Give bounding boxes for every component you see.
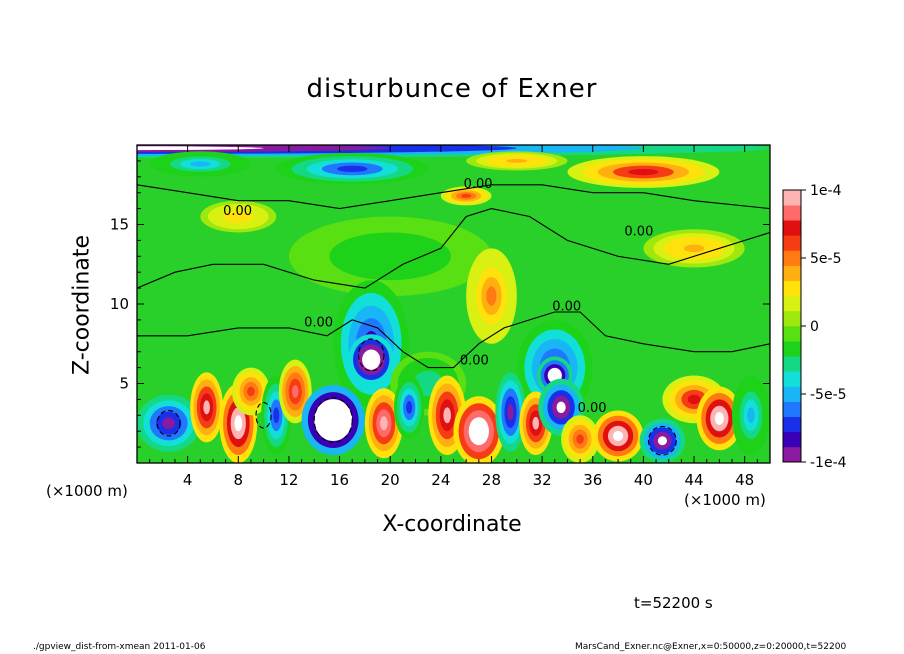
- colorbar-label: -1e-4: [810, 455, 847, 471]
- y-tick-label: 15: [110, 216, 129, 234]
- zero-contour-line: [137, 184, 770, 210]
- field-blob: [230, 213, 246, 220]
- field-blob: [532, 416, 540, 430]
- negative-contour-line: [156, 409, 181, 437]
- field-blob: [486, 286, 497, 306]
- time-label: t=52200 s: [634, 594, 713, 612]
- zero-contours: 0.00 0.00 0.00 0.00 0.00 0.00 0.00: [137, 177, 770, 456]
- field-blob: [657, 436, 667, 446]
- colorbar-swatch: [783, 205, 801, 221]
- zero-contour-line: [137, 208, 770, 289]
- field-blob: [613, 430, 624, 442]
- field-blob: [137, 146, 264, 151]
- x-tick-label: 16: [330, 471, 349, 489]
- x-tick-label: 8: [234, 471, 244, 489]
- heatmap-field: [137, 145, 770, 463]
- colorbar-swatch: [783, 265, 801, 281]
- chart-title: disturbunce of Exner: [306, 74, 598, 104]
- x-axis-label: X-coordinate: [382, 512, 522, 537]
- contour-label: 0.00: [304, 315, 333, 330]
- negative-contour-line: [647, 425, 677, 456]
- field-blob: [687, 394, 701, 405]
- field-blob: [747, 407, 755, 424]
- field-blob: [443, 407, 451, 424]
- colorbar-swatch: [783, 280, 801, 297]
- colorbar-label: 1e-4: [810, 183, 842, 199]
- colorbar-swatch: [783, 326, 801, 342]
- colorbar: 1e-4 5e-5 0 -5e-5 -1e-4: [782, 183, 847, 471]
- x-tick-label: 20: [381, 471, 400, 489]
- colorbar-swatch: [783, 250, 801, 266]
- colorbar-label: -5e-5: [810, 387, 847, 403]
- colorbar-swatch: [783, 295, 801, 312]
- x-tick-label: 48: [735, 471, 754, 489]
- x-tick-label: 32: [533, 471, 552, 489]
- footer-script-label: ./gpview_dist-from-xmean 2011-01-06: [33, 642, 206, 652]
- field-blob: [369, 248, 411, 265]
- colorbar-swatch: [783, 371, 801, 387]
- negative-contour-line: [313, 397, 353, 443]
- x-tick-label: 4: [183, 471, 193, 489]
- contour-label: 0.00: [223, 204, 252, 219]
- x-unit-label-left: (×1000 m): [46, 482, 128, 500]
- colorbar-swatch: [783, 446, 801, 463]
- x-tick-label: 40: [634, 471, 653, 489]
- x-tick-label: 28: [482, 471, 501, 489]
- negative-contour-line: [255, 402, 272, 429]
- field-blob: [366, 354, 376, 365]
- field-blob: [234, 415, 243, 432]
- x-tick-label: 36: [583, 471, 602, 489]
- colorbar-swatch: [783, 310, 801, 327]
- colorbar-swatch: [783, 386, 801, 402]
- field-blob: [380, 416, 388, 431]
- y-tick-label: 5: [119, 375, 129, 393]
- y-tick-label: 10: [110, 295, 129, 313]
- field-blob: [291, 385, 299, 398]
- contour-label: 0.00: [460, 353, 489, 368]
- contour-label: 0.00: [624, 225, 653, 240]
- contour-label: 0.00: [464, 177, 493, 192]
- field-blob: [420, 377, 436, 390]
- colorbar-swatch: [783, 401, 801, 417]
- footer-file-label: MarsCand_Exner.nc@Exner,x=0:50000,z=0:20…: [575, 642, 847, 652]
- colorbar-swatch: [783, 220, 801, 236]
- field-blob: [461, 193, 472, 198]
- field-blob: [576, 434, 584, 444]
- field-blob: [628, 168, 659, 176]
- x-tick-label: 44: [684, 471, 703, 489]
- field-blob: [162, 417, 175, 429]
- field-blob: [247, 386, 255, 397]
- field-blob: [406, 400, 413, 414]
- colorbar-swatch: [783, 235, 801, 251]
- field-blob: [337, 165, 368, 173]
- field-blob: [506, 158, 527, 163]
- colorbar-swatch: [783, 431, 801, 448]
- x-unit-label-right: (×1000 m): [684, 491, 766, 509]
- field-blob: [683, 244, 705, 253]
- field-blob: [473, 424, 484, 439]
- colorbar-swatch: [783, 190, 801, 206]
- contour-label: 0.00: [552, 299, 581, 314]
- x-tick-label: 12: [279, 471, 298, 489]
- field-blob: [203, 400, 210, 415]
- zero-contour-line: [137, 311, 770, 369]
- field-blob: [507, 404, 514, 421]
- colorbar-swatch: [783, 416, 801, 433]
- field-blob: [551, 371, 559, 380]
- field-blob: [714, 412, 724, 425]
- colorbar-swatch: [783, 356, 801, 372]
- field-blob: [326, 413, 340, 428]
- negative-contour-line: [357, 338, 385, 372]
- field-blob: [273, 407, 280, 424]
- colorbar-swatch: [783, 341, 801, 357]
- colorbar-label: 5e-5: [810, 251, 841, 267]
- field-blob: [556, 401, 566, 414]
- colorbar-label: 0: [810, 319, 819, 335]
- x-tick-label: 24: [431, 471, 450, 489]
- contour-label: 0.00: [578, 401, 607, 416]
- y-axis-label: Z-coordinate: [69, 235, 95, 375]
- field-blob: [190, 161, 211, 167]
